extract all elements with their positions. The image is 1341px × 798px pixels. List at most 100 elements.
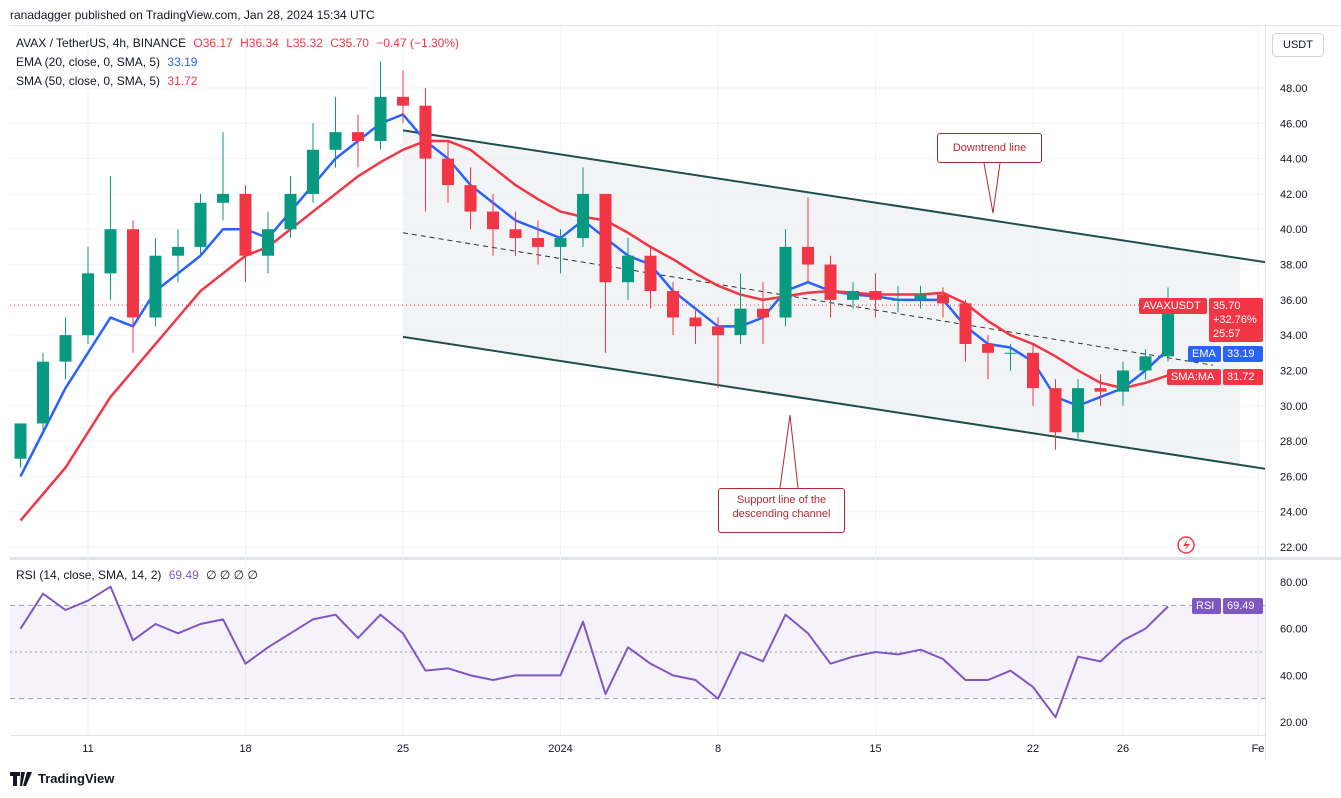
y-tick-label: 46.00: [1280, 118, 1308, 130]
symbol-tag: AVAXUSDT: [1139, 298, 1207, 314]
candle-body: [577, 193, 589, 239]
price-tag-pct: +32.76%: [1213, 314, 1257, 326]
candle-body: [644, 255, 657, 292]
candle-body: [622, 255, 634, 283]
rsi-y-tick-label: 20.00: [1280, 717, 1308, 729]
rsi-label: RSI (14, close, SMA, 14, 2): [16, 568, 162, 582]
x-tick-label: 25: [397, 743, 409, 755]
downtrend-line: [402, 129, 1265, 264]
annotation-downtrend[interactable]: Downtrend line: [937, 133, 1042, 163]
tradingview-footer[interactable]: TradingView: [10, 771, 114, 786]
candle-body: [1117, 370, 1129, 392]
x-tick-label: Fe: [1252, 743, 1265, 755]
candle-body: [532, 238, 544, 247]
rsi-legend[interactable]: RSI (14, close, SMA, 14, 2) 69.49 ∅ ∅ ∅ …: [16, 568, 262, 582]
candle-body: [239, 193, 252, 256]
candle-body: [217, 193, 229, 203]
candle-body: [1139, 356, 1152, 371]
ema-legend[interactable]: EMA (20, close, 0, SMA, 5) 33.19: [16, 55, 201, 69]
candle-body: [262, 229, 274, 256]
rsi-pane: [10, 585, 1265, 719]
y-tick-label: 38.00: [1280, 260, 1308, 272]
candle-body: [352, 132, 364, 141]
candle-body: [667, 291, 679, 318]
candle-body: [37, 361, 49, 424]
rsi-y-tick-label: 80.00: [1280, 577, 1308, 589]
candle-body: [1162, 305, 1174, 357]
price-tag: 35.70 +32.76% 25:57: [1209, 298, 1263, 342]
y-tick-label: 42.00: [1280, 189, 1308, 201]
top-border: [10, 25, 1341, 26]
candle-body: [914, 294, 927, 300]
candle-body: [599, 193, 612, 283]
candle-body: [554, 238, 567, 247]
symbol-legend: AVAX / TetherUS, 4h, BINANCE O36.17 H36.…: [16, 36, 463, 50]
tradingview-logo-icon: [10, 771, 32, 786]
annotation-pointer: [779, 414, 799, 489]
support-line: [402, 335, 1265, 470]
time-axis-border: [10, 735, 1265, 736]
low-value: L35.32: [286, 36, 323, 50]
rsi-y-tick-label: 40.00: [1280, 670, 1308, 682]
x-tick-label: 8: [715, 743, 721, 755]
ema-tag-value: 33.19: [1223, 346, 1263, 362]
rsi-y-tick-label: 60.00: [1280, 624, 1308, 636]
candle-body: [779, 246, 792, 318]
annotation-support[interactable]: Support line of the descending channel: [718, 488, 845, 533]
pane-divider: [10, 557, 1341, 560]
rsi-extra: ∅ ∅ ∅ ∅: [206, 568, 258, 582]
y-tick-label: 40.00: [1280, 224, 1308, 236]
sma-tag-value: 31.72: [1223, 369, 1263, 385]
rsi-tag: RSI: [1192, 598, 1221, 614]
x-tick-label: 11: [82, 743, 93, 755]
candle-body: [172, 246, 184, 256]
x-tick-label: 18: [239, 743, 251, 755]
candle-body: [802, 246, 814, 265]
y-tick-label: 28.00: [1280, 436, 1308, 448]
candle-body: [329, 132, 342, 150]
candle-body: [869, 291, 882, 300]
channel-shade: [403, 130, 1240, 465]
candle-body: [982, 343, 994, 353]
annotation-pointer: [983, 162, 1001, 214]
candle-body: [307, 149, 319, 194]
symbol-name[interactable]: AVAX / TetherUS, 4h, BINANCE: [16, 36, 187, 50]
candle-body: [374, 96, 387, 141]
candle-body: [1004, 352, 1017, 354]
ema-value: 33.19: [167, 55, 198, 69]
candle-body: [847, 291, 859, 300]
x-tick-label: 22: [1027, 743, 1039, 755]
price-tag-price: 35.70: [1213, 300, 1241, 312]
y-tick-label: 22.00: [1280, 542, 1308, 554]
ema-tag: EMA: [1188, 346, 1221, 362]
candle-body: [59, 335, 72, 362]
y-tick-label: 24.00: [1280, 507, 1308, 519]
candle-body: [1072, 388, 1084, 433]
candle-body: [194, 202, 207, 247]
sma-label: SMA (50, close, 0, SMA, 5): [16, 74, 161, 88]
price-axis-border: [1265, 25, 1266, 760]
candle-body: [419, 105, 432, 159]
lightning-icon-ring: [1177, 536, 1195, 554]
candle-body: [82, 273, 94, 336]
sma-line: [19, 139, 1169, 522]
rsi-value: 69.49: [168, 568, 199, 582]
rsi-tag-value: 69.49: [1223, 598, 1263, 614]
candle-body: [1094, 388, 1107, 392]
candle-body: [442, 158, 454, 186]
candle-body: [149, 255, 162, 318]
lightning-icon: [1177, 536, 1195, 554]
candle-body: [824, 264, 837, 300]
sma-legend[interactable]: SMA (50, close, 0, SMA, 5) 31.72: [16, 74, 201, 88]
price-tag-countdown: 25:57: [1213, 328, 1241, 340]
x-tick-label: 2024: [548, 743, 572, 755]
close-value: C35.70: [330, 36, 369, 50]
y-tick-label: 32.00: [1280, 365, 1308, 377]
x-tick-label: 15: [869, 743, 881, 755]
candle-body: [892, 299, 904, 301]
open-value: O36.17: [193, 36, 233, 50]
currency-button[interactable]: USDT: [1272, 33, 1324, 57]
candle-body: [1027, 352, 1039, 389]
high-value: H36.34: [240, 36, 279, 50]
